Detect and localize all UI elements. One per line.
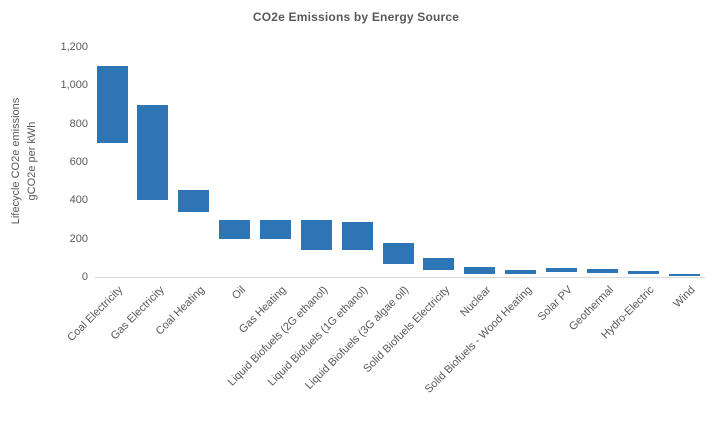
bar xyxy=(627,271,659,275)
y-tick-label: 400 xyxy=(69,194,88,207)
y-tick-label: 0 xyxy=(81,271,88,283)
y-tick-label: 200 xyxy=(69,232,88,245)
bar xyxy=(219,219,251,239)
x-category-label: Solid Biofuels Electricity xyxy=(361,284,453,376)
bar xyxy=(300,219,332,251)
x-category-label: Wind xyxy=(671,284,698,311)
bar xyxy=(505,270,537,275)
y-tick-label: 600 xyxy=(69,156,88,168)
bar xyxy=(137,104,169,201)
bar xyxy=(341,222,373,251)
x-category-label: Oil xyxy=(230,284,249,302)
bar xyxy=(586,269,618,274)
bar xyxy=(545,268,577,273)
x-axis-line xyxy=(95,277,705,278)
bar xyxy=(382,242,414,264)
y-tick-label: 1,000 xyxy=(60,79,88,92)
bar xyxy=(423,257,455,271)
y-tick-label: 800 xyxy=(69,117,88,130)
bar xyxy=(464,267,496,275)
bar xyxy=(668,274,700,277)
x-category-label: Nuclear xyxy=(457,284,494,320)
chart-title: CO2e Emissions by Energy Source xyxy=(252,10,460,24)
bar xyxy=(259,219,291,239)
y-tick-label: 1,200 xyxy=(60,41,88,53)
x-category-label: Solar PV xyxy=(535,284,575,324)
bar xyxy=(96,66,128,143)
bar xyxy=(178,189,210,212)
